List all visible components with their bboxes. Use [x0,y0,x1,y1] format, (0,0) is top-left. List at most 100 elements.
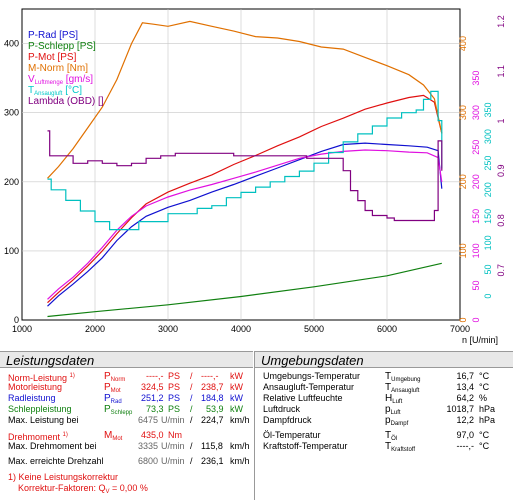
value: 97,0 [456,430,474,440]
flow-tick-label: 300 [471,105,481,120]
leistungsdaten-panel: Norm-Leistung 1) PNorm ----,- PS / ----,… [0,368,253,500]
temp-tick-label: 50 [483,264,493,274]
unit: % [479,393,488,403]
row-drehmoment: Drehmoment 1) MMot 435,0 Nm [0,430,253,442]
label: Schleppleistung [8,404,72,414]
value: 16,7 [456,371,474,381]
value: 12,2 [456,415,474,425]
legend-entry: P-Mot [PS] [28,52,77,63]
value: 64,2 [456,393,474,403]
value-kw: 184,8 [201,393,224,403]
rpm-unit: U/min [161,456,185,466]
symbol: TUmgebung [385,371,421,383]
symbol: PSchlepp [104,404,133,416]
row-luftdruck: Luftdruck pLuft 1018,7 hPa [255,404,513,416]
row-umgebungs-temperatur: Umgebungs-Temperatur TUmgebung 16,7 °C [255,371,513,383]
flow-tick-label: 0 [471,317,481,322]
symbol: TAnsaugluft [385,382,420,394]
lambda-tick-label: 1.1 [496,65,506,78]
unit-ps: PS [168,371,181,381]
x-tick-label: 7000 [450,324,470,334]
unit: °C [479,382,490,392]
row-max-drehmoment-bei: Max. Drehmoment bei 3335 U/min / 115,8 k… [0,441,253,452]
symbol: TÖl [385,430,398,442]
umgebungsdaten-panel: Umgebungs-Temperatur TUmgebung 16,7 °C A… [254,368,513,500]
value: 1018,7 [446,404,474,414]
left-tick-label: 100 [4,246,19,256]
x-tick-label: 2000 [85,324,105,334]
unit-kw: kW [230,382,243,392]
x-tick-label: 5000 [304,324,324,334]
label: Umgebungs-Temperatur [263,371,361,381]
torque-tick-label: 0 [458,317,468,322]
x-tick-label: 1000 [12,324,32,334]
speed-value: 236,1 [201,456,224,466]
label: Max. Leistung bei [8,415,79,425]
row-motorleistung: Motorleistung PMot 324,5 PS / 238,7 kW [0,382,253,394]
row-max-erreichte-drehzahl: Max. erreichte Drehzahl 6800 U/min / 236… [0,456,253,467]
label: Dampfdruck [263,415,312,425]
lambda-tick-label: 0.7 [496,264,506,277]
left-tick-label: 300 [4,108,19,118]
flow-tick-label: 350 [471,71,481,86]
unit-ps: PS [168,393,181,403]
label: Drehmoment 1) [8,432,68,442]
series-line-6 [47,130,443,222]
x-tick-label: 4000 [231,324,251,334]
separator: / [190,393,193,403]
unit: °C [479,371,490,381]
temp-tick-label: 250 [483,156,493,171]
row-kraftstoff-temperatur: Kraftstoff-Temperatur TKraftstoff ----,-… [255,441,513,453]
unit: °C [479,441,490,451]
unit: hPa [479,404,496,414]
temp-tick-label: 150 [483,209,493,224]
lambda-tick-label: 0.9 [496,164,506,177]
symbol: PRad [104,393,122,405]
left-tick-label: 0 [14,315,19,325]
separator: / [190,456,193,466]
speed-unit: km/h [230,441,250,451]
legend-entry: TAnsaugluft [°C] [28,85,82,97]
temp-tick-label: 0 [483,294,493,299]
rpm-value: 3335 [138,441,159,451]
unit: °C [479,430,490,440]
label: Ansaugluft-Temperatur [263,382,355,392]
leistungsdaten-header: Leistungsdaten [0,351,253,368]
row-schleppleistung: Schleppleistung PSchlepp 73,3 PS / 53,9 … [0,404,253,416]
unit-kw: kW [230,371,243,381]
flow-tick-label: 100 [471,243,481,258]
legend-entry: VLuftmenge [gm/s] [28,74,93,86]
value-ps: 73,3 [146,404,164,414]
symbol: TKraftstoff [385,441,416,453]
rpm-unit: U/min [161,415,185,425]
legend-entry: P-Schlepp [PS] [28,41,96,52]
value-kw: 238,7 [201,382,224,392]
legend-entry: P-Rad [PS] [28,30,78,41]
label: Relative Luftfeuchte [263,393,343,403]
label: Kraftstoff-Temperatur [263,441,348,451]
row-ansaugluft-temperatur: Ansaugluft-Temperatur TAnsaugluft 13,4 °… [255,382,513,394]
value-kw: ----,- [201,371,219,381]
left-tick-label: 200 [4,177,19,187]
lambda-tick-label: 0.8 [496,214,506,227]
flow-tick-label: 250 [471,140,481,155]
label: Luftdruck [263,404,301,414]
unit: hPa [479,415,496,425]
speed-unit: km/h [230,415,250,425]
legend-entry: Lambda (OBD) [] [28,96,104,107]
footnote-faktoren: Korrektur-Faktoren: QV = 0,00 % [18,483,148,495]
temp-tick-label: 350 [483,102,493,117]
symbol: HLuft [385,393,403,405]
label: Max. erreichte Drehzahl [8,456,104,466]
symbol: pLuft [385,404,401,416]
symbol: PMot [104,382,121,394]
label: Öl-Temperatur [263,430,321,440]
umgebungsdaten-header: Umgebungsdaten [254,351,513,368]
value-ps: 324,5 [141,382,164,392]
separator: / [190,371,193,381]
left-tick-label: 400 [4,39,19,49]
torque-tick-label: 100 [458,243,468,258]
separator: / [190,404,193,414]
label: Motorleistung [8,382,63,392]
